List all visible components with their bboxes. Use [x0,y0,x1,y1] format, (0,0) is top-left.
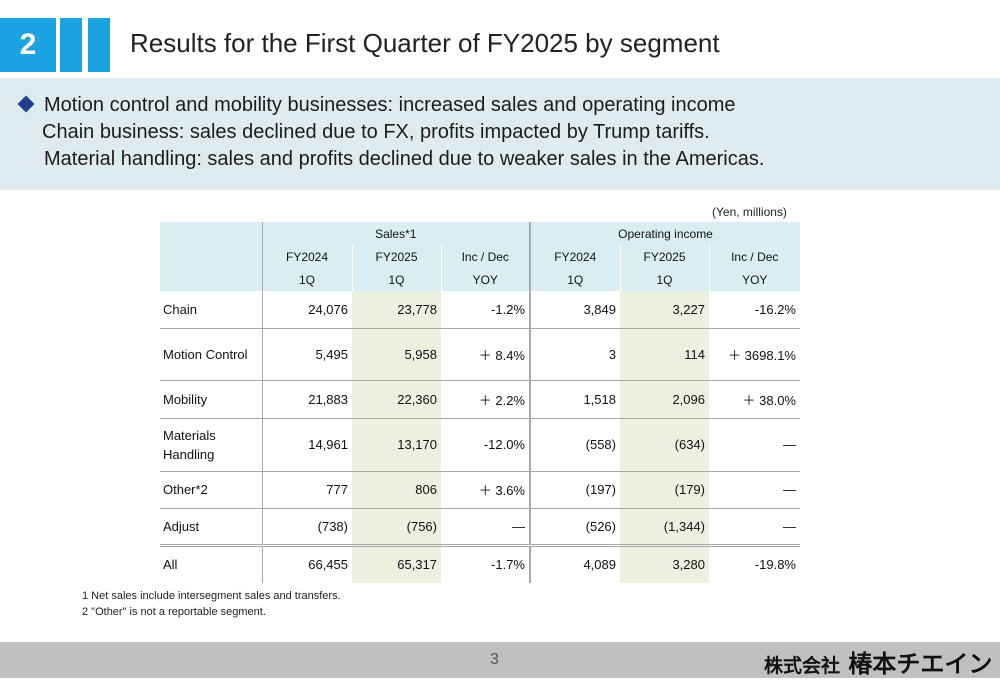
segment-label: All [160,543,262,583]
header-empty-cell [160,222,262,245]
header-yoy-sales: YOY [440,268,530,291]
summary-line-2: Chain business: sales declined due to FX… [42,121,710,143]
table-header-row: Sales*1 Operating income [160,222,800,245]
sales-fy2024: 21,883 [261,380,352,419]
header-fy2024-sales: FY2024 [261,245,352,268]
table-row: Mobility 21,883 22,360 ＋ 2.2% 1,518 2,09… [160,380,800,419]
summary-box [0,78,1000,190]
header-fy2024-op: FY2024 [529,245,620,268]
table-header-row: FY2024 FY2025 Inc / Dec FY2024 FY2025 In… [160,245,800,268]
op-fy2024: (558) [529,418,620,472]
summary-line-1: Motion control and mobility businesses: … [44,94,736,116]
sales-yoy: -1.2% [441,291,530,329]
company-logo: 株式会社 椿本チエイン [764,644,992,679]
footnote-2: 2 "Other" is not a reportable segment. [82,606,266,618]
sales-fy2025: 23,778 [352,291,441,329]
header-1q-op-24: 1Q [529,268,620,291]
sales-yoy: ＋ 2.2% [441,380,530,419]
op-fy2024: 4,089 [529,543,620,583]
sales-fy2025: (756) [352,508,441,546]
header-fy2025-op: FY2025 [619,245,709,268]
op-fy2025: 3,280 [620,543,709,583]
unit-label: (Yen, millions) [712,205,787,219]
footer-bar [0,642,1000,678]
header-sales-group: Sales*1 [261,222,530,245]
sales-fy2025: 65,317 [352,543,441,583]
op-fy2024: 3,849 [529,291,620,329]
sales-yoy: — [441,508,530,546]
header-yoy-op: YOY [708,268,800,291]
op-fy2025: (634) [620,418,709,472]
sales-fy2024: 66,455 [261,543,352,583]
page-number: 3 [490,651,499,668]
header-1q-sales-25: 1Q [351,268,441,291]
table-row: Adjust (738) (756) — (526) (1,344) — [160,508,800,546]
sales-fy2024: (738) [261,508,352,546]
section-number-badge: 2 [0,18,56,72]
op-yoy: — [709,508,800,546]
sales-fy2024: 777 [261,471,352,509]
sales-yoy: ＋ 3.6% [441,471,530,509]
op-fy2024: (197) [529,471,620,509]
op-fy2025: 2,096 [620,380,709,419]
table-header-row: 1Q 1Q YOY 1Q 1Q YOY [160,268,800,291]
sales-yoy: -1.7% [441,543,530,583]
op-fy2024: 3 [529,328,620,381]
sales-fy2025: 22,360 [352,380,441,419]
header-1q-op-25: 1Q [619,268,709,291]
op-yoy: ＋ 38.0% [709,380,800,419]
company-prefix: 株式会社 [764,655,841,677]
sales-yoy: ＋ 8.4% [441,328,530,381]
op-yoy: — [709,471,800,509]
header-incdec-sales: Inc / Dec [440,245,530,268]
segment-label: Materials Handling [160,418,262,472]
segment-label: Motion Control [160,328,262,381]
header-1q-sales-24: 1Q [261,268,352,291]
op-fy2024: 1,518 [529,380,620,419]
header-empty-cell [160,245,262,268]
header-fy2025-sales: FY2025 [351,245,441,268]
table-row: Chain 24,076 23,778 -1.2% 3,849 3,227 -1… [160,291,800,329]
sales-fy2024: 14,961 [261,418,352,472]
sales-yoy: -12.0% [441,418,530,472]
op-yoy: -19.8% [709,543,800,583]
sales-fy2025: 806 [352,471,441,509]
table-row: Motion Control 5,495 5,958 ＋ 8.4% 3 114 … [160,328,800,381]
op-fy2024: (526) [529,508,620,546]
op-yoy: — [709,418,800,472]
segment-label: Mobility [160,380,262,419]
op-fy2025: 114 [620,328,709,381]
company-name: 椿本チエイン [848,650,993,678]
sales-fy2025: 13,170 [352,418,441,472]
segment-label: Other*2 [160,471,262,509]
segment-label: Chain [160,291,262,329]
sales-fy2025: 5,958 [352,328,441,381]
footnote-1: 1 Net sales include intersegment sales a… [82,590,341,602]
op-yoy: ＋ 3698.1% [709,328,800,381]
page-title: Results for the First Quarter of FY2025 … [130,28,720,58]
table-row-total: All 66,455 65,317 -1.7% 4,089 3,280 -19.… [160,543,800,583]
op-yoy: -16.2% [709,291,800,329]
header-incdec-op: Inc / Dec [708,245,800,268]
table-row: Other*2 777 806 ＋ 3.6% (197) (179) — [160,471,800,509]
header-empty-cell [160,268,262,291]
accent-bar [60,18,82,72]
op-fy2025: (1,344) [620,508,709,546]
sales-fy2024: 5,495 [261,328,352,381]
table-row: Materials Handling 14,961 13,170 -12.0% … [160,418,800,472]
header-op-income-group: Operating income [529,222,800,245]
op-fy2025: 3,227 [620,291,709,329]
segment-label: Adjust [160,508,262,546]
op-fy2025: (179) [620,471,709,509]
segment-results-table: Sales*1 Operating income FY2024 FY2025 I… [160,222,800,583]
sales-fy2024: 24,076 [261,291,352,329]
summary-line-3: Material handling: sales and profits dec… [44,148,765,170]
accent-bar [88,18,110,72]
